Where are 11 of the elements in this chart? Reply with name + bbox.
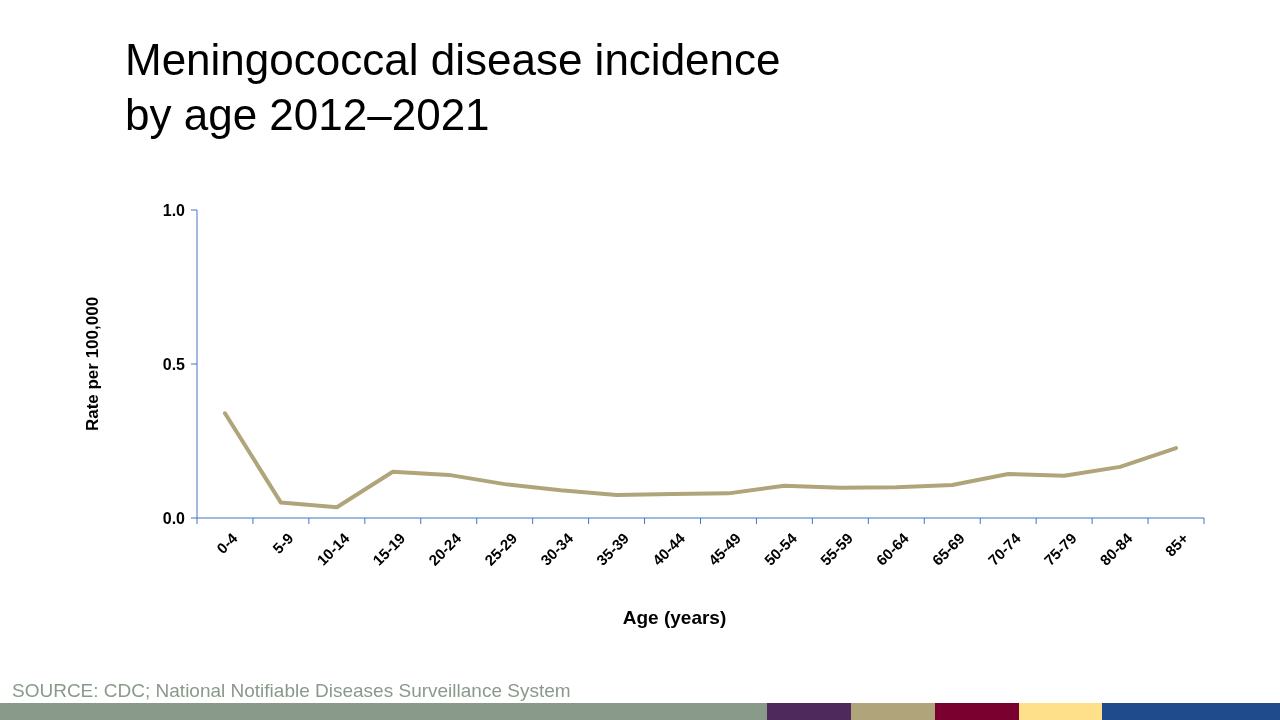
x-tick-label: 5-9: [269, 529, 297, 557]
y-tick-label: 1.0: [162, 201, 186, 219]
y-tick-label: 0.0: [162, 509, 186, 527]
x-tick-label: 85+: [1161, 529, 1192, 560]
source-note: SOURCE: CDC; National Notifiable Diseases Surveillance System: [12, 680, 571, 701]
x-tick-label: 0-4: [213, 529, 241, 557]
chart-title: Meningococcal disease incidence by age 2012–2021: [125, 35, 781, 139]
y-tick-label: 0.5: [162, 355, 186, 373]
x-axis-title: Age (years): [622, 607, 727, 628]
line-series: [222, 411, 1179, 510]
y-axis-title: Rate per 100,000: [83, 296, 102, 432]
